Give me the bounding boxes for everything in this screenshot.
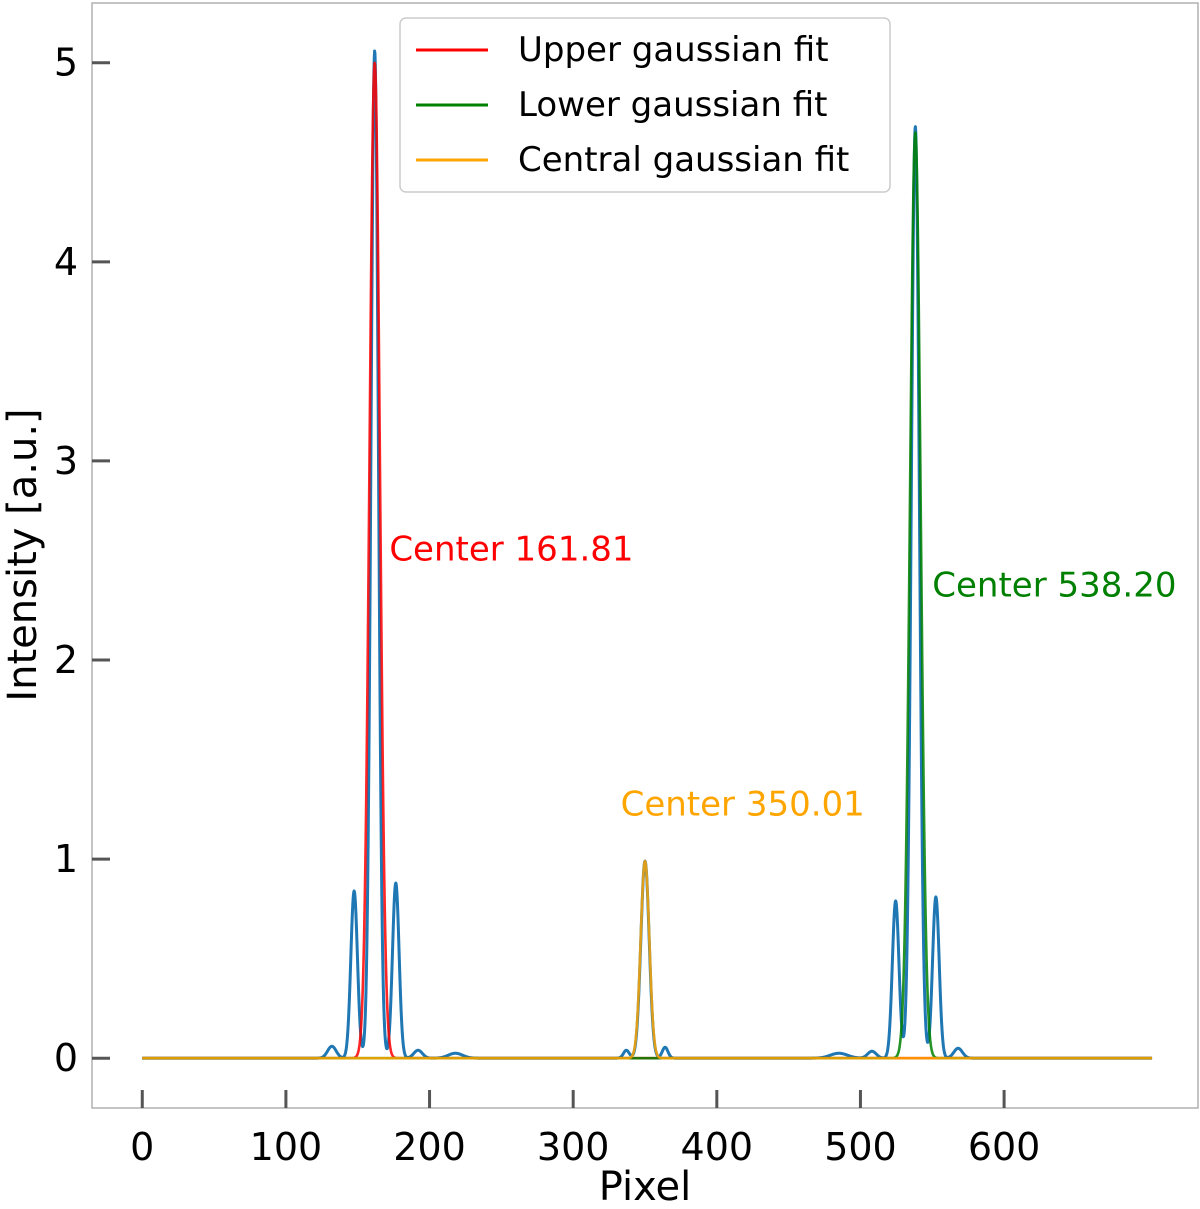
legend-label-central: Central gaussian fit bbox=[518, 140, 849, 180]
y-axis-title: Intensity [a.u.] bbox=[0, 408, 46, 701]
legend: Upper gaussian fit Lower gaussian fit Cent… bbox=[399, 17, 891, 193]
x-tick-label: 0 bbox=[130, 1125, 154, 1169]
plot-area-frame bbox=[91, 2, 1199, 1109]
legend-box bbox=[399, 17, 891, 193]
y-tick-label: 5 bbox=[54, 41, 78, 85]
x-tick-label: 100 bbox=[250, 1125, 323, 1169]
annotation-lower: Center 538.20 bbox=[932, 565, 1176, 605]
legend-label-lower: Lower gaussian fit bbox=[518, 85, 827, 125]
x-axis-ticks: 0 100 200 300 400 500 600 bbox=[130, 1090, 1040, 1169]
x-axis-title: Pixel bbox=[599, 1164, 692, 1209]
annotation-central: Center 350.01 bbox=[621, 784, 865, 824]
y-tick-label: 2 bbox=[54, 638, 78, 682]
annotation-upper: Center 161.81 bbox=[389, 529, 633, 569]
y-axis-ticks: 0 1 2 3 4 5 bbox=[54, 41, 110, 1080]
x-tick-label: 500 bbox=[824, 1125, 897, 1169]
series-layer bbox=[141, 49, 1154, 1060]
annotation-layer: Center 161.81 Center 538.20 Center 350.01 bbox=[389, 529, 1176, 824]
y-tick-label: 1 bbox=[54, 837, 78, 881]
x-tick-label: 300 bbox=[537, 1125, 610, 1169]
y-tick-label: 0 bbox=[54, 1036, 78, 1080]
x-tick-label: 600 bbox=[968, 1125, 1041, 1169]
y-tick-label: 4 bbox=[54, 240, 78, 284]
series-line-central bbox=[141, 859, 1153, 1060]
y-tick-label: 3 bbox=[54, 439, 78, 483]
x-tick-label: 400 bbox=[681, 1125, 754, 1169]
x-tick-label: 200 bbox=[393, 1125, 466, 1169]
legend-label-upper: Upper gaussian fit bbox=[518, 30, 829, 70]
